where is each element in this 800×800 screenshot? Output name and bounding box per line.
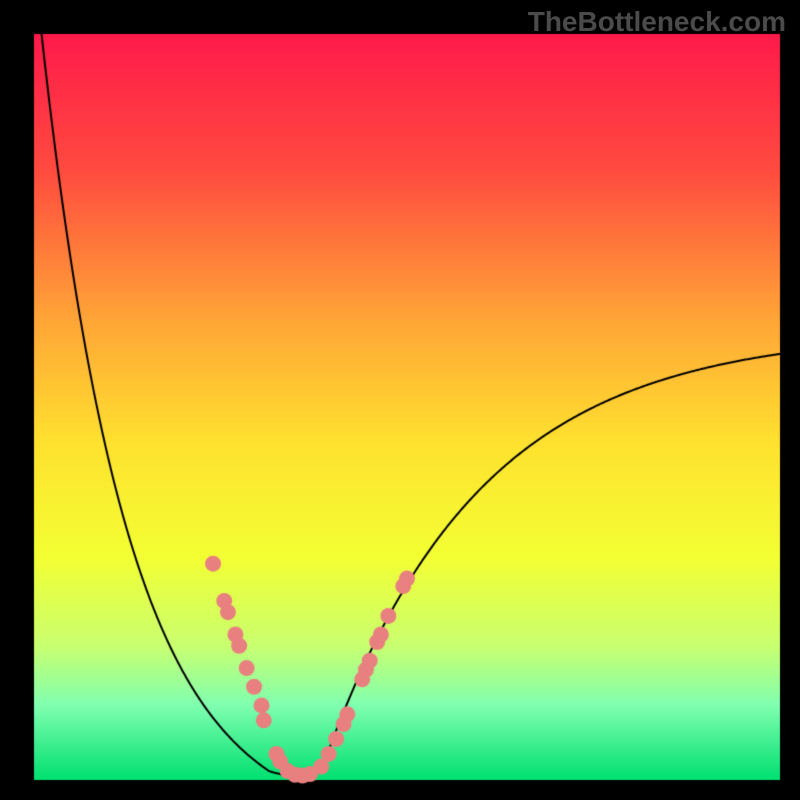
chart-stage: { "canvas": { "width": 800, "height": 80… bbox=[0, 0, 800, 800]
marker-overlay bbox=[0, 0, 800, 800]
